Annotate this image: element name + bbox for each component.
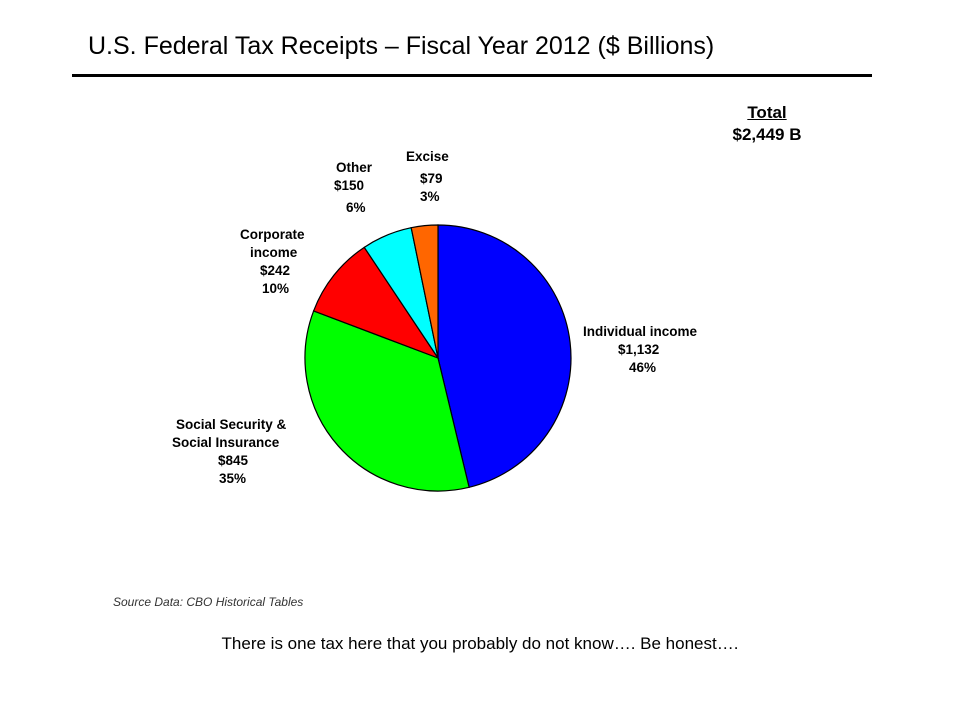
label-value: $242	[260, 263, 291, 278]
label-value: $845	[218, 453, 249, 468]
label-name: Corporate	[240, 227, 305, 242]
total-block: Total $2,449 B	[712, 102, 822, 146]
pie-slice-excise	[410, 224, 439, 359]
chart-title: U.S. Federal Tax Receipts – Fiscal Year …	[88, 32, 715, 60]
source-note: Source Data: CBO Historical Tables	[113, 595, 304, 609]
label-percent: 6%	[346, 200, 366, 215]
label-corporate-income: Corporate income $242 10%	[240, 226, 305, 298]
total-label: Total	[747, 103, 787, 122]
caption-text: There is one tax here that you probably …	[221, 634, 739, 653]
label-percent: 35%	[219, 471, 247, 486]
label-percent: 10%	[262, 281, 290, 296]
label-name: Other	[336, 160, 373, 175]
label-name: income	[250, 245, 298, 260]
label-percent: 3%	[420, 189, 440, 204]
label-other: Other $150 6%	[334, 159, 372, 217]
total-value: $2,449 B	[732, 125, 802, 144]
pie-slice-individual-income	[437, 224, 572, 489]
label-individual-income: Individual income $1,132 46%	[583, 323, 697, 377]
label-name: Individual income	[583, 324, 698, 339]
label-value: $79	[420, 171, 443, 186]
label-name: Social Insurance	[172, 435, 280, 450]
pie-slice-social-security-social-insurance	[304, 310, 470, 492]
label-value: $1,132	[618, 342, 660, 357]
label-percent: 46%	[629, 360, 657, 375]
pie-slice-corporate-income	[312, 246, 440, 360]
label-value: $150	[334, 178, 365, 193]
label-excise: Excise $79 3%	[406, 148, 449, 206]
label-social-security: Social Security & Social Insurance $845 …	[172, 416, 286, 488]
label-name: Excise	[406, 149, 449, 164]
label-name: Social Security &	[176, 417, 287, 432]
title-underline	[72, 74, 872, 77]
